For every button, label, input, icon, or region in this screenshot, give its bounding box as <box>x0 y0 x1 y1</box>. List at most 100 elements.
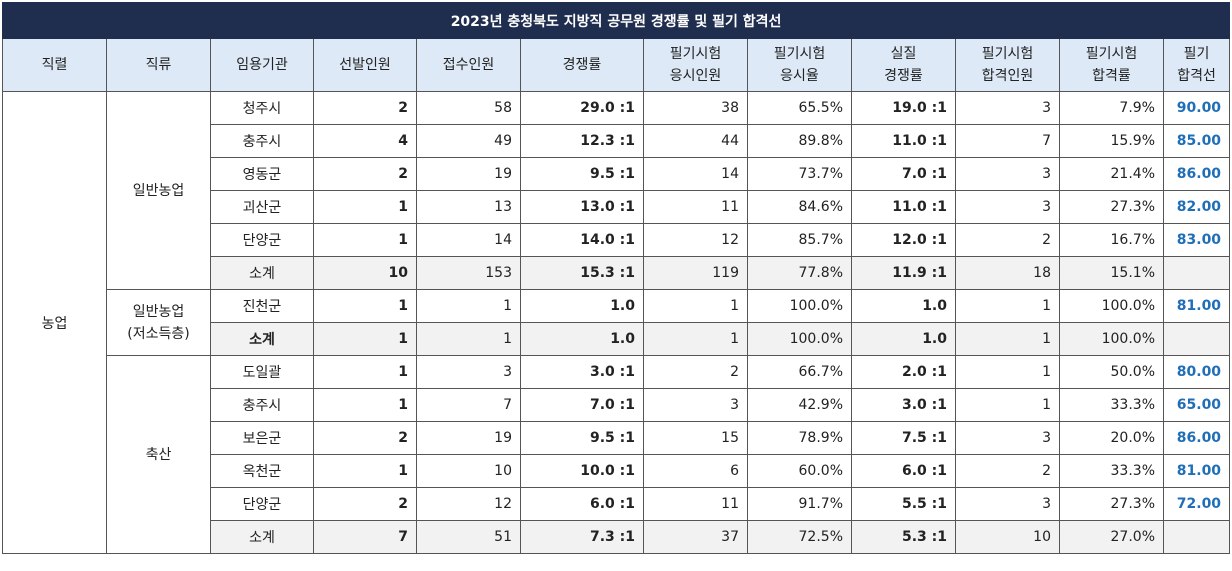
table-cell: 소계 <box>210 520 314 554</box>
table-cell: 14.0 :1 <box>520 223 644 257</box>
table-row: 단양군 2 12 6.0 :1 11 91.7% 5.5 :1 3 27.3% 72.00 <box>3 487 1231 521</box>
column-header: 필기시험 합격인원 <box>955 38 1060 92</box>
table-cell: 1 <box>313 388 417 422</box>
table-cell: 10 <box>955 520 1060 554</box>
table-cell: 7.9% <box>1059 91 1164 125</box>
table-cell: 6.0 :1 <box>851 454 956 488</box>
column-header: 직렬 <box>2 38 107 92</box>
results-table: 2023년 충청북도 지방직 공무원 경쟁률 및 필기 합격선 직렬 직류 임용기관 선… <box>1 2 1231 554</box>
column-header: 접수인원 <box>416 38 521 92</box>
table-cell: 12 <box>643 223 748 257</box>
table-cell: 91.7% <box>747 487 852 521</box>
table-cell: 소계 <box>210 256 314 290</box>
table-cell: 73.7% <box>747 157 852 191</box>
table-cell: 65.00 <box>1162 388 1231 422</box>
category-cell: 일반농업 (저소득층) <box>106 289 211 356</box>
table-cell: 3 <box>955 91 1060 125</box>
table-cell: 1 <box>955 388 1060 422</box>
table-cell: 2 <box>313 91 417 125</box>
table-cell: 3.0 :1 <box>520 355 644 389</box>
table-cell: 14 <box>643 157 748 191</box>
table-cell: 단양군 <box>210 223 314 257</box>
table-cell: 65.5% <box>747 91 852 125</box>
column-header: 직류 <box>106 38 211 92</box>
table-cell: 1 <box>313 322 417 356</box>
table-cell: 충주시 <box>210 124 314 158</box>
table-cell: 15.9% <box>1059 124 1164 158</box>
table-cell: 49 <box>416 124 521 158</box>
table-cell: 1 <box>955 355 1060 389</box>
table-cell: 119 <box>643 256 748 290</box>
table-cell: 100.0% <box>1059 322 1164 356</box>
table-cell: 51 <box>416 520 521 554</box>
table-cell: 2 <box>955 223 1060 257</box>
table-cell: 7 <box>313 520 417 554</box>
table-cell: 89.8% <box>747 124 852 158</box>
table-cell: 옥천군 <box>210 454 314 488</box>
table-cell: 11 <box>643 487 748 521</box>
table-cell: 72.00 <box>1162 487 1231 521</box>
table-cell: 1 <box>643 322 748 356</box>
table-cell: 청주시 <box>210 91 314 125</box>
table-cell: 27.3% <box>1059 190 1164 224</box>
table-cell: 7 <box>416 388 521 422</box>
table-cell: 16.7% <box>1059 223 1164 257</box>
table-cell: 44 <box>643 124 748 158</box>
table-cell: 11 <box>643 190 748 224</box>
table-cell: 6 <box>643 454 748 488</box>
table-cell: 90.00 <box>1162 91 1231 125</box>
table-cell: 10 <box>416 454 521 488</box>
table-cell: 85.00 <box>1162 124 1231 158</box>
table-cell: 7.3 :1 <box>520 520 644 554</box>
table-cell: 83.00 <box>1162 223 1231 257</box>
table-cell: 7.5 :1 <box>851 421 956 455</box>
table-cell: 1 <box>313 355 417 389</box>
table-cell: 15.3 :1 <box>520 256 644 290</box>
table-cell: 42.9% <box>747 388 852 422</box>
table-cell: 33.3% <box>1059 388 1164 422</box>
table-cell: 보은군 <box>210 421 314 455</box>
table-cell: 2 <box>313 421 417 455</box>
subtotal-row: 소계 1 1 1.0 1 100.0% 1.0 1 100.0% <box>3 322 1231 356</box>
table-cell: 27.0% <box>1059 520 1164 554</box>
table-cell: 29.0 :1 <box>520 91 644 125</box>
table-row: 보은군 2 19 9.5 :1 15 78.9% 7.5 :1 3 20.0% 86.00 <box>3 421 1231 455</box>
table-cell: 4 <box>313 124 417 158</box>
table-cell: 100.0% <box>747 289 852 323</box>
table-cell: 82.00 <box>1162 190 1231 224</box>
column-header: 필기시험 응시인원 <box>643 38 748 92</box>
table-cell: 11.0 :1 <box>851 124 956 158</box>
table-cell: 1 <box>313 190 417 224</box>
table-cell: 3.0 :1 <box>851 388 956 422</box>
table-cell: 153 <box>416 256 521 290</box>
table-cell: 3 <box>416 355 521 389</box>
table-cell: 14 <box>416 223 521 257</box>
table-cell <box>1162 256 1231 290</box>
table-cell: 72.5% <box>747 520 852 554</box>
table-cell: 1.0 <box>520 289 644 323</box>
table-cell: 3 <box>955 157 1060 191</box>
table-cell: 7 <box>955 124 1060 158</box>
table-cell: 80.00 <box>1162 355 1231 389</box>
column-header: 임용기관 <box>210 38 314 92</box>
title-row: 2023년 충청북도 지방직 공무원 경쟁률 및 필기 합격선 <box>1 2 1231 39</box>
table-cell: 33.3% <box>1059 454 1164 488</box>
table-row: 농업 일반농업 청주시 2 58 29.0 :1 38 65.5% 19.0 :1 3 7.9% 90… <box>2 91 1231 554</box>
column-header: 필기 합격선 <box>1162 38 1231 92</box>
category-cell: 일반농업 <box>106 91 211 290</box>
table-cell: 1 <box>416 289 521 323</box>
table-cell: 50.0% <box>1059 355 1164 389</box>
table-cell: 7.0 :1 <box>520 388 644 422</box>
table-cell: 3 <box>955 190 1060 224</box>
table-cell: 2 <box>955 454 1060 488</box>
table-cell <box>1162 322 1231 356</box>
table-cell: 60.0% <box>747 454 852 488</box>
column-header: 필기시험 합격률 <box>1059 38 1164 92</box>
series-cell: 농업 <box>2 91 107 554</box>
table-cell: 86.00 <box>1162 421 1231 455</box>
table-cell: 충주시 <box>210 388 314 422</box>
table-row: 일반농업 (저소득층) 진천군 1 1 1.0 1 100.0% 1.0 1 100.0% 81.00 <box>3 289 1231 356</box>
table-cell: 84.6% <box>747 190 852 224</box>
table-cell: 15 <box>643 421 748 455</box>
table-cell: 100.0% <box>747 322 852 356</box>
